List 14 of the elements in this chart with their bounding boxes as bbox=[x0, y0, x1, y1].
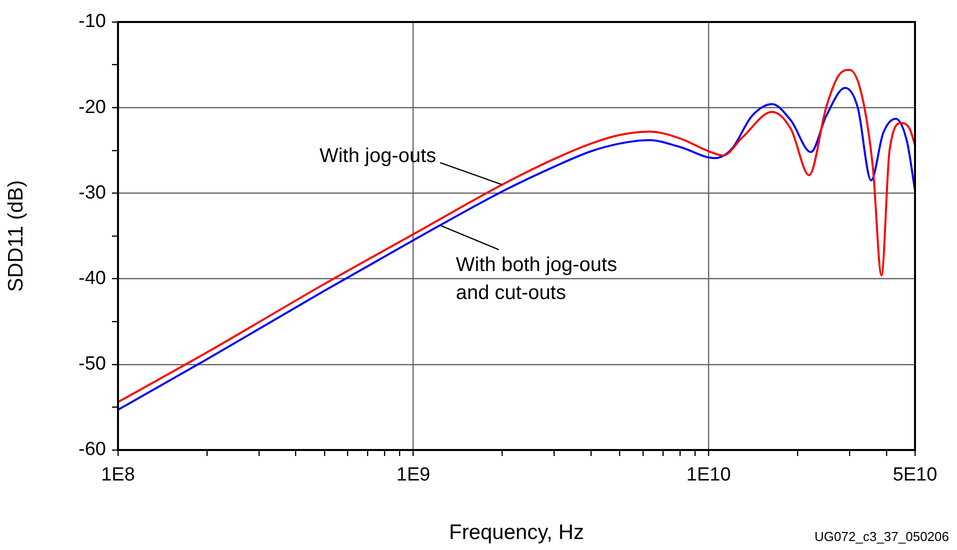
y-tick-label: -20 bbox=[78, 96, 106, 118]
x-tick-label: 1E9 bbox=[396, 464, 430, 486]
y-tick-label: -60 bbox=[78, 439, 106, 460]
x-tick-label: 1E10 bbox=[686, 464, 731, 486]
annotation: With both jog-outs and cut-outs bbox=[456, 254, 618, 304]
y-tick-label: -40 bbox=[78, 268, 106, 290]
y-tick-label: -30 bbox=[78, 182, 106, 204]
y-tick-label: -50 bbox=[78, 354, 106, 375]
text: UG072_c3_37_050206 bbox=[814, 529, 949, 544]
y-tick-label: -10 bbox=[78, 11, 106, 32]
x-tick-label: 5E10 bbox=[892, 464, 938, 486]
x-axis-title: Frequency, Hz bbox=[449, 521, 584, 544]
y-axis-title: SDD11 (dB) bbox=[4, 180, 28, 292]
x-tick-label: 1E8 bbox=[101, 464, 135, 486]
